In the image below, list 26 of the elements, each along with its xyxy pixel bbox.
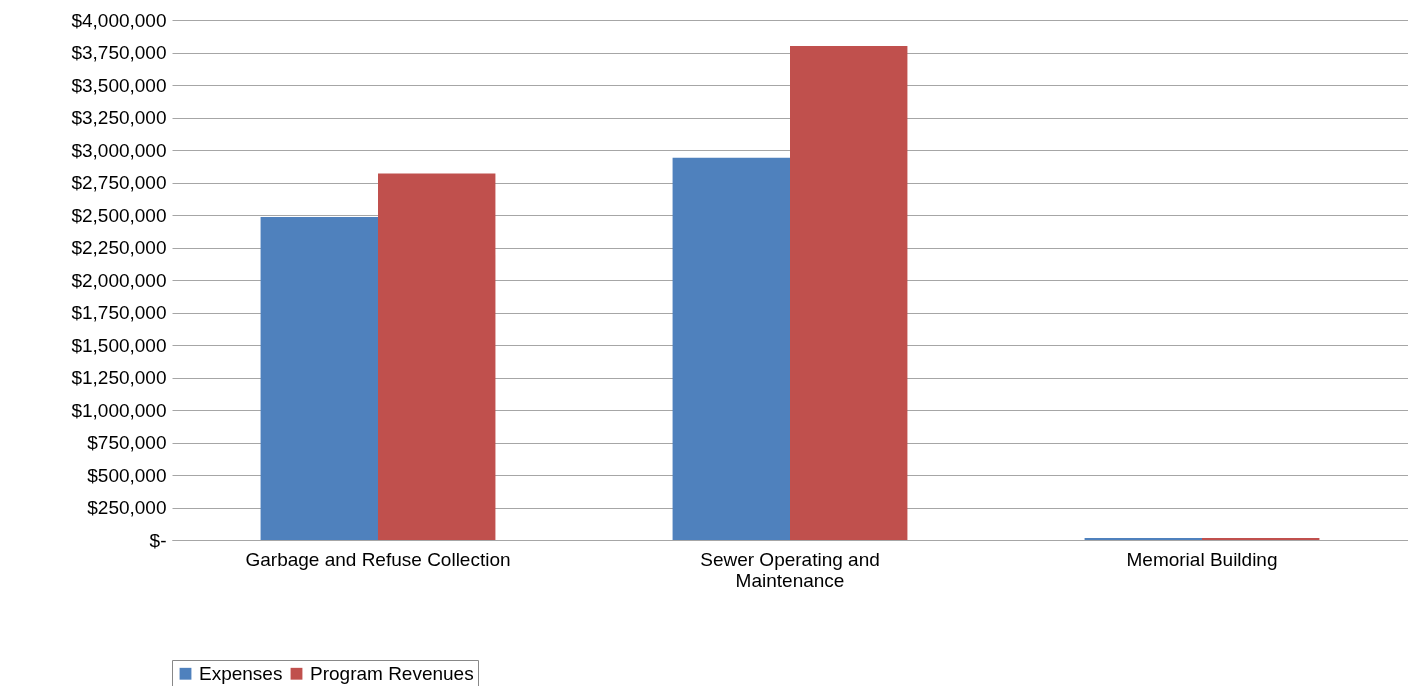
y-tick-label: $2,250,000	[71, 237, 167, 258]
bar	[378, 173, 496, 540]
y-tick-label: $3,000,000	[71, 139, 167, 161]
y-tick-label: $750,000	[87, 432, 167, 453]
y-tick-label: $-	[149, 529, 167, 551]
y-tick-label: $2,750,000	[71, 172, 167, 193]
y-tick-label: $2,000,000	[71, 269, 167, 291]
bar	[790, 46, 908, 540]
x-tick-label: Sewer Operating and Maintenance	[700, 548, 880, 591]
bar	[260, 216, 378, 540]
x-tick-label: Memorial Building	[1126, 548, 1278, 570]
y-tick-label: $250,000	[87, 497, 167, 518]
y-tick-label: $500,000	[87, 464, 167, 486]
y-tick-label: $3,750,000	[71, 42, 167, 63]
y-tick-label: $1,250,000	[71, 367, 167, 388]
y-tick-label: $2,500,000	[71, 204, 167, 226]
y-tick-label: $1,500,000	[71, 334, 167, 356]
legend-label: Program Revenues	[310, 662, 474, 684]
y-tick-label: $4,000,000	[71, 9, 167, 31]
y-tick-label: $3,250,000	[71, 107, 167, 128]
y-tick-label: $3,500,000	[71, 74, 167, 96]
x-tick-label: Garbage and Refuse Collection	[245, 548, 511, 570]
bar	[672, 157, 790, 540]
y-tick-label: $1,000,000	[71, 399, 167, 421]
legend-label: Expenses	[199, 662, 283, 684]
y-tick-label: $1,750,000	[71, 302, 167, 323]
